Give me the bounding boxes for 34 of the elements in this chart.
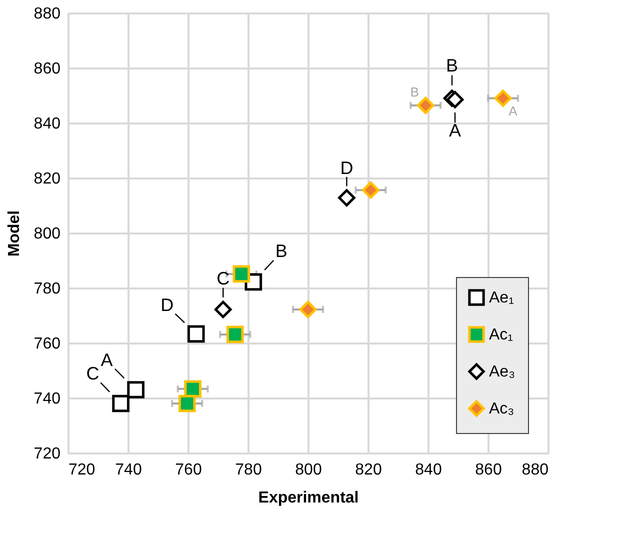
y-tick-label: 880 — [34, 6, 61, 22]
y-tick-label: 840 — [34, 116, 61, 132]
annotation: A — [448, 120, 462, 141]
x-tick-label: 720 — [68, 462, 96, 478]
annotation: A — [100, 350, 113, 370]
annotation: C — [86, 364, 100, 384]
annotation: D — [340, 158, 354, 178]
y-tick-label: 740 — [34, 390, 61, 408]
x-tick-label: 860 — [475, 462, 502, 478]
annotation: B — [410, 84, 419, 100]
y-tick-label: 720 — [34, 446, 61, 462]
annotation: A — [508, 103, 518, 118]
y-tick-label: 860 — [34, 60, 61, 78]
annotation: B — [275, 240, 288, 261]
annotation: B — [446, 55, 458, 76]
legend-label: Ac₃ — [489, 400, 514, 418]
x-tick-label: 820 — [355, 462, 382, 478]
x-tick-label: 840 — [415, 462, 442, 478]
x-tick-label: 740 — [115, 462, 142, 478]
y-axis-title: Model — [6, 210, 23, 257]
x-tick-label: 800 — [295, 462, 322, 478]
legend-label: Ae₁ — [489, 290, 514, 306]
y-tick-label: 800 — [34, 226, 61, 242]
y-tick-label: 780 — [34, 280, 61, 298]
y-tick-label: 820 — [34, 170, 61, 188]
x-tick-label: 780 — [235, 462, 262, 478]
x-axis-title: Experimental — [258, 490, 359, 506]
legend-label: Ae₃ — [489, 364, 516, 380]
x-tick-label: 760 — [175, 462, 202, 478]
y-tick-label: 760 — [34, 336, 61, 352]
legend-label: Ac₁ — [489, 326, 514, 344]
x-tick-label: 880 — [522, 462, 549, 478]
annotation: D — [160, 294, 174, 315]
annotation: C — [216, 268, 230, 288]
